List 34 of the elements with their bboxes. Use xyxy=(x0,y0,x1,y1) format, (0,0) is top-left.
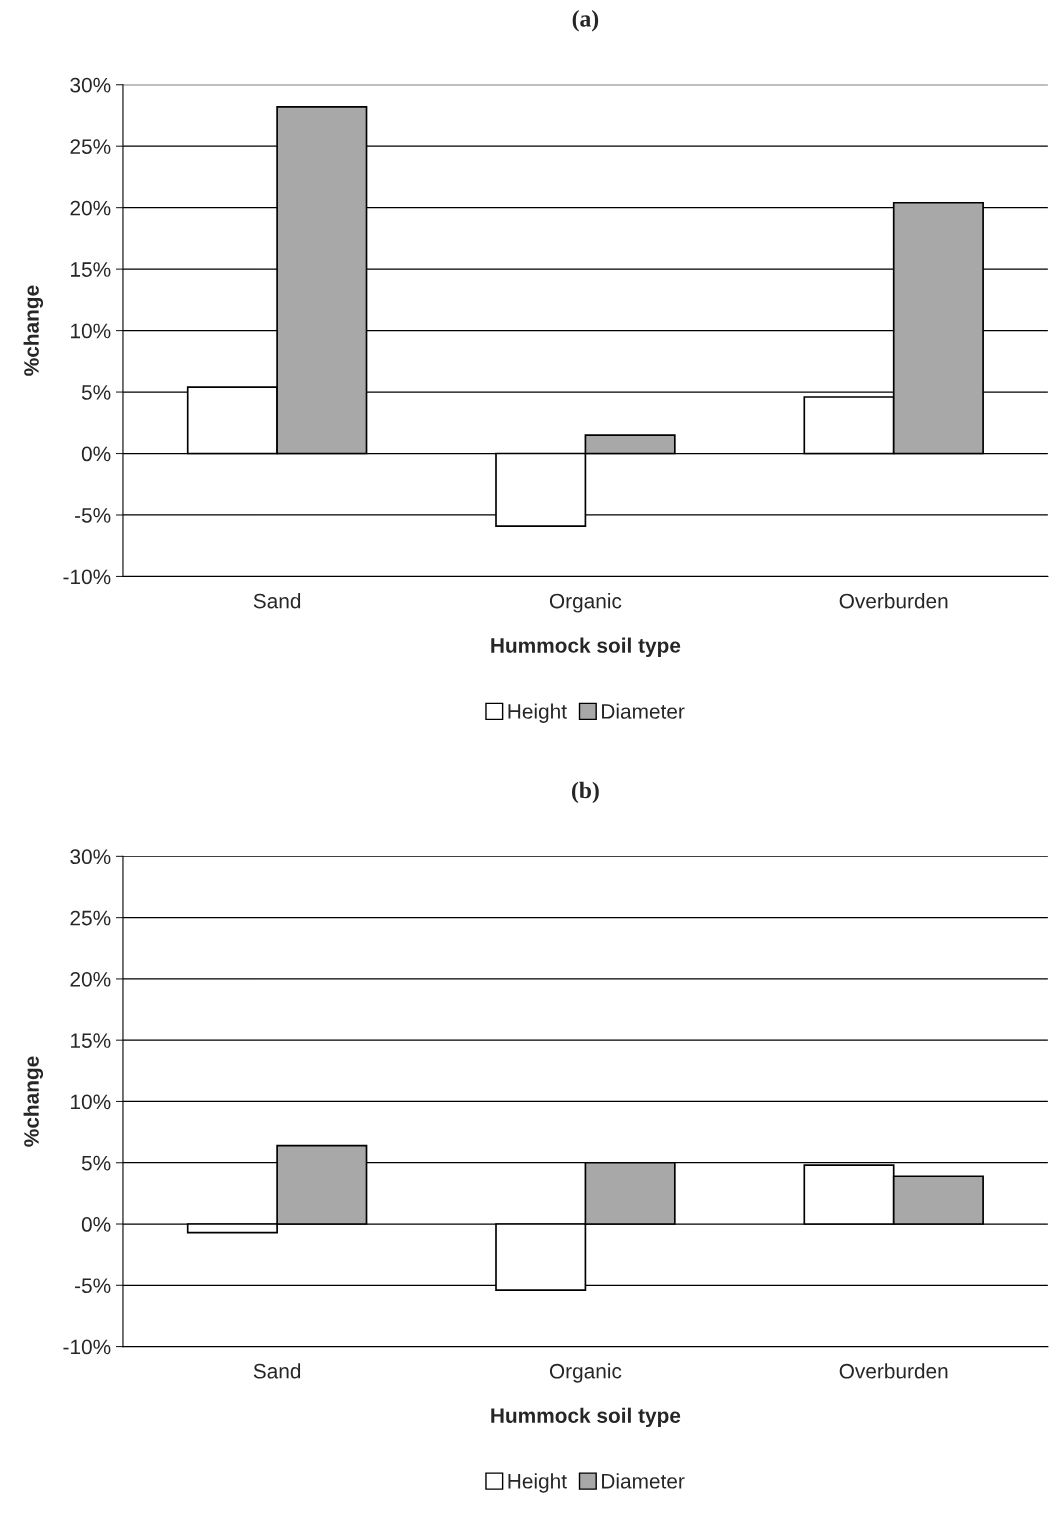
y-tick-label: 15% xyxy=(71,1033,111,1048)
legend-label: Diameter xyxy=(602,703,685,719)
x-tick-label: Overburden xyxy=(839,593,948,609)
x-tick-label: Overburden xyxy=(839,1363,948,1379)
y-tick-label: 5% xyxy=(81,385,111,400)
y-tick-label: -5% xyxy=(75,508,111,523)
chart-title: (b) xyxy=(572,781,599,804)
y-tick-label: 30% xyxy=(70,849,111,865)
x-tick-label: Organic xyxy=(549,593,622,613)
legend-label: Height xyxy=(508,1473,567,1493)
legend-label: Height xyxy=(508,703,567,723)
y-tick-label: 15% xyxy=(71,262,111,277)
y-tick-label: 20% xyxy=(70,200,111,216)
x-axis-title: Hummock soil type xyxy=(491,637,681,657)
y-tick-label: 5% xyxy=(81,1155,111,1171)
x-tick-label: Sand xyxy=(253,593,301,609)
y-tick-label: -5% xyxy=(75,1278,111,1294)
x-tick-label: Sand xyxy=(253,1363,301,1379)
legend-label: Diameter xyxy=(602,1473,685,1489)
y-tick-label: 30% xyxy=(70,77,111,93)
chart-title: (a) xyxy=(572,10,599,32)
y-tick-label: 10% xyxy=(71,323,111,339)
y-axis-title: %change xyxy=(23,285,44,376)
y-tick-label: 20% xyxy=(70,971,111,987)
y-tick-label: 0% xyxy=(81,1217,111,1232)
y-tick-label: 10% xyxy=(71,1094,111,1110)
y-tick-label: 25% xyxy=(70,910,111,926)
x-axis-title: Hummock soil type xyxy=(491,1407,681,1428)
y-tick-label: -10% xyxy=(63,1339,111,1355)
x-tick-label: Organic xyxy=(549,1363,622,1383)
y-tick-label: -10% xyxy=(63,569,111,585)
y-axis-title: %change xyxy=(23,1056,44,1147)
y-tick-label: 0% xyxy=(81,446,111,462)
y-tick-label: 25% xyxy=(70,139,111,154)
